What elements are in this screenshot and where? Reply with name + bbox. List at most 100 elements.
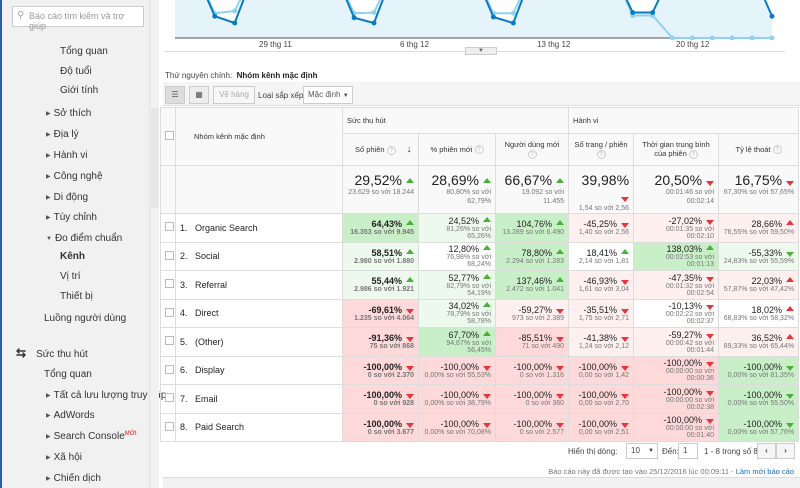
column-header[interactable]: % phiên mới ?: [418, 133, 496, 166]
sidebar-item-1[interactable]: Độ tuổi: [60, 66, 92, 77]
arrow-up-icon: [406, 220, 414, 226]
sidebar-section-acquisition[interactable]: ⇆ Sức thu hút: [16, 346, 88, 360]
sidebar-scrollbar[interactable]: [149, 0, 159, 488]
channel-link-direct[interactable]: Direct: [195, 308, 219, 319]
help-icon[interactable]: ?: [688, 149, 698, 159]
help-icon[interactable]: ?: [527, 149, 537, 159]
table-view-button[interactable]: ☰: [165, 86, 185, 104]
sidebar-item-3[interactable]: ▶ Sở thích: [46, 108, 91, 119]
metric-cell: 18,41% 2,14 so với 1,81: [568, 241, 635, 271]
metric-comparison: 16.353 so với 9.945: [350, 229, 414, 237]
sidebar-item-5[interactable]: ▶ Hành vi: [46, 150, 88, 161]
metric-comparison: 0 so với 3.677: [367, 428, 414, 436]
metric-value: 67,70%: [423, 330, 491, 340]
channel-link-referral[interactable]: Referral: [195, 279, 228, 290]
sidebar-item-2[interactable]: Giới tính: [60, 85, 98, 96]
column-header[interactable]: Người dùng mới ?: [494, 133, 570, 166]
sidebar-item-13[interactable]: Luồng người dùng: [44, 313, 126, 324]
series_light-point: [232, 8, 238, 14]
metric-change: 18,41%: [586, 247, 618, 258]
column-header[interactable]: Số phiên ? ↓: [342, 133, 419, 166]
sidebar-acq-item-5[interactable]: ▶ Chiến dịch: [46, 473, 101, 484]
prev-page-button[interactable]: ‹: [757, 443, 776, 459]
collapse-chart-button[interactable]: ▼: [465, 47, 497, 55]
row-checkbox[interactable]: [160, 213, 176, 243]
metric-value: 36,52%: [723, 333, 795, 343]
dimension-value[interactable]: Nhóm kênh mặc định: [236, 71, 318, 80]
channel-link-display[interactable]: Display: [195, 365, 225, 376]
sidebar-acq-item-0[interactable]: Tổng quan: [44, 369, 92, 380]
select-all-checkbox[interactable]: [160, 107, 176, 166]
metric-change: 64,43%: [371, 219, 402, 230]
row-dimension: 2. Social: [175, 241, 343, 271]
metric-value: -100,00%: [723, 362, 795, 372]
sidebar-acq-item-4[interactable]: ▶ Xã hội: [46, 452, 82, 463]
help-icon[interactable]: ?: [596, 149, 606, 159]
x-tick-label: 29 thg 11: [259, 40, 292, 49]
sort-label: Loại sắp xếp:: [258, 91, 306, 100]
sidebar-item-0[interactable]: Tổng quan: [60, 46, 108, 57]
channel-link-paid-search[interactable]: Paid Search: [195, 422, 245, 433]
column-header[interactable]: Số trang / phiên ?: [568, 133, 635, 166]
channel-link-email[interactable]: Email: [195, 393, 218, 404]
sidebar-item-6[interactable]: ▶ Công nghệ: [46, 171, 103, 182]
search-input[interactable]: ⚲ Báo cáo tìm kiếm và trợ giúp: [12, 6, 144, 31]
metric-cell: -100,00% 0 so với 1.316: [494, 355, 570, 385]
metric-cell: -100,00% 0,00% so với 55,50%: [718, 384, 800, 414]
help-icon[interactable]: ?: [386, 145, 396, 155]
sidebar-item-9[interactable]: ▼ Đo điểm chuẩn: [46, 233, 122, 244]
series_dark-point: [490, 14, 496, 20]
list-icon: ☰: [171, 90, 179, 99]
arrow-down-icon: [483, 394, 491, 400]
channel-link-social[interactable]: Social: [195, 251, 220, 262]
sidebar-item-12[interactable]: Thiết bị: [60, 291, 93, 302]
row-checkbox[interactable]: [160, 298, 176, 328]
sidebar-item-4[interactable]: ▶ Địa lý: [46, 129, 79, 140]
help-icon[interactable]: ?: [772, 145, 782, 155]
plot-rows-button[interactable]: Vẽ hàng: [213, 86, 255, 104]
column-header[interactable]: Tỷ lệ thoát ?: [718, 133, 800, 166]
metric-change: -41,38%: [583, 333, 618, 344]
main-content: 29 thg 11 6 thg 12 13 thg 12 20 thg 12 ▼…: [160, 0, 800, 488]
series_light-point: [689, 35, 695, 41]
metric-change: 78,80%: [521, 247, 553, 258]
row-checkbox[interactable]: [160, 327, 176, 357]
row-checkbox[interactable]: [160, 412, 176, 442]
sidebar-item-7[interactable]: ▶ Di động: [46, 192, 88, 203]
row-checkbox[interactable]: [160, 355, 176, 385]
pivot-view-button[interactable]: ▦: [189, 86, 209, 104]
caret-right-icon: ▶: [46, 413, 51, 419]
rows-per-page-select[interactable]: 10 ▼: [626, 443, 658, 459]
arrow-down-icon: [556, 308, 565, 314]
refresh-report-link[interactable]: Làm mới báo cáo: [735, 467, 794, 476]
goto-page-input[interactable]: 1: [678, 443, 698, 459]
grid-icon: ▦: [195, 90, 203, 99]
totals-percent: 28,69%: [431, 172, 479, 188]
sort-type-dropdown[interactable]: Mặc định ▼: [303, 86, 353, 104]
arrow-down-icon: [786, 251, 795, 257]
row-checkbox[interactable]: [160, 270, 176, 300]
metric-value: -100,00%: [347, 390, 414, 400]
totals-empty: [160, 165, 176, 214]
column-header[interactable]: Thời gian trung bình của phiên ?: [633, 133, 720, 166]
row-checkbox[interactable]: [160, 384, 176, 414]
totals-cell: 66,67% 19.092 so với 11.455: [494, 165, 570, 214]
next-page-button[interactable]: ›: [776, 443, 795, 459]
metric-value: -69,61%: [347, 305, 414, 315]
totals-percent: 39,98%: [581, 172, 630, 188]
sidebar-item-8[interactable]: ▶ Tùy chỉnh: [46, 212, 97, 223]
sidebar-acq-item-3[interactable]: ▶ Search ConsoleMỚI: [46, 431, 137, 442]
sort-desc-icon[interactable]: ↓: [403, 144, 412, 155]
channel-link--other-[interactable]: (Other): [195, 336, 224, 347]
metric-comparison: 0,00% so với 81,35%: [727, 371, 795, 379]
sidebar-acq-item-2[interactable]: ▶ AdWords: [46, 410, 95, 421]
help-icon[interactable]: ?: [474, 145, 484, 155]
channel-link-organic-search[interactable]: Organic Search: [195, 222, 258, 233]
row-checkbox[interactable]: [160, 241, 176, 271]
sidebar-acq-item-1[interactable]: ▶ Tất cả lưu lượng truy cập: [46, 390, 166, 401]
sidebar-item-11[interactable]: Vị trí: [60, 271, 81, 282]
metric-value: -85,51%: [500, 333, 565, 343]
dimension-header[interactable]: Nhóm kênh mặc định: [175, 107, 343, 166]
sidebar-item-10[interactable]: Kênh: [60, 251, 85, 262]
metric-value: -100,00%: [573, 390, 630, 400]
